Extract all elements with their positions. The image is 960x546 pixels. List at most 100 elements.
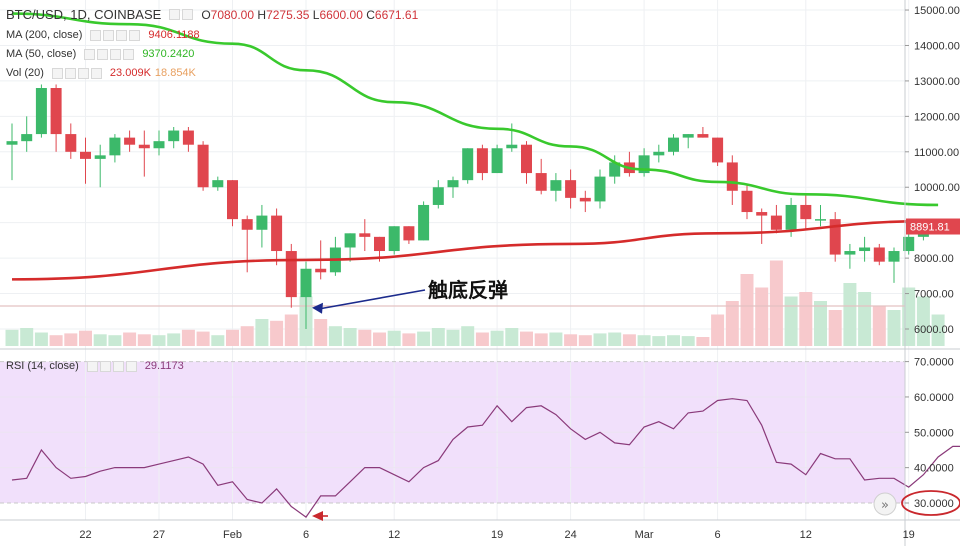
settings-icon[interactable]: [103, 29, 115, 41]
volume-bar: [20, 328, 34, 346]
settings-icon[interactable]: [99, 360, 111, 372]
time-tick-label: 22: [79, 529, 91, 541]
candle-body: [579, 197, 591, 202]
volume-bar: [314, 319, 328, 346]
vol-buttons[interactable]: [51, 67, 102, 79]
volume-bar: [387, 330, 401, 346]
volume-bar: [196, 331, 210, 346]
ma50-label: MA (50, close): [6, 48, 77, 60]
volume-bar: [696, 337, 710, 346]
ma200-line: [11, 219, 939, 281]
candle-body: [815, 219, 826, 221]
volume-bar: [520, 331, 533, 346]
candle-body: [829, 219, 841, 255]
add-icon[interactable]: [110, 48, 122, 60]
volume-bar: [637, 335, 651, 346]
volume-bar: [872, 305, 886, 346]
candle-body: [594, 176, 606, 202]
rsi-tick-label: 30.0000: [914, 498, 954, 510]
rsi-buttons[interactable]: [86, 360, 137, 372]
candle-body: [182, 130, 194, 145]
time-tick-label: 12: [388, 529, 400, 541]
settings-icon[interactable]: [182, 9, 194, 20]
volume-bar: [446, 329, 460, 346]
volume-bar: [284, 314, 298, 346]
close-icon[interactable]: [129, 29, 141, 41]
candle-body: [168, 130, 180, 142]
eye-icon[interactable]: [51, 67, 63, 79]
candle-body: [565, 180, 577, 198]
ma200-legend: MA (200, close) 9406.1188: [6, 29, 200, 41]
volume-bar: [490, 330, 504, 346]
vol-label: Vol (20): [6, 67, 44, 79]
volume-bar: [564, 334, 578, 346]
eye-icon[interactable]: [84, 48, 96, 60]
volume-bar: [152, 335, 166, 346]
candle-body: [859, 247, 871, 252]
volume-bar: [417, 331, 431, 346]
price-tick-label: 12000.00: [914, 111, 960, 123]
settings-icon[interactable]: [64, 67, 76, 79]
rsi-tick-label: 50.0000: [914, 427, 954, 439]
rsi-label: RSI (14, close): [6, 360, 79, 372]
candle-body: [418, 204, 430, 241]
volume-bar: [843, 283, 857, 346]
eye-icon[interactable]: [86, 360, 98, 372]
candle-body: [35, 88, 47, 135]
scroll-to-latest-button: [873, 492, 897, 516]
symbol-buttons[interactable]: [169, 9, 194, 20]
last-price-text: 8891.81: [910, 222, 950, 234]
volume-bar: [858, 292, 872, 346]
candle-body: [491, 148, 503, 174]
eye-icon[interactable]: [169, 9, 181, 20]
ma200-buttons[interactable]: [90, 29, 141, 41]
settings-icon[interactable]: [97, 48, 109, 60]
volume-bar: [64, 333, 78, 346]
volume-bar: [725, 301, 739, 346]
price-tick-label: 14000.00: [914, 40, 960, 52]
eye-icon[interactable]: [90, 29, 102, 41]
time-tick-label: 24: [564, 529, 576, 541]
volume-bar: [740, 274, 754, 346]
volume-bar: [240, 326, 254, 346]
candle-body: [388, 226, 400, 252]
close-icon[interactable]: [125, 360, 137, 372]
time-tick-label: 6: [303, 529, 309, 541]
candle-body: [124, 137, 136, 145]
volume-bar: [123, 332, 137, 346]
volume-bar: [667, 335, 680, 346]
time-tick-label: 19: [903, 529, 915, 541]
ma200-label: MA (200, close): [6, 29, 83, 41]
ma50-buttons[interactable]: [84, 48, 135, 60]
add-icon[interactable]: [112, 360, 124, 372]
add-icon[interactable]: [116, 29, 128, 41]
close-icon[interactable]: [90, 67, 102, 79]
candle-body: [785, 204, 797, 230]
candle-body: [65, 134, 77, 152]
close-icon[interactable]: [123, 48, 135, 60]
candle-body: [697, 134, 709, 138]
volume-bar: [402, 333, 416, 346]
volume-bar: [578, 335, 592, 346]
candle-body: [138, 144, 150, 149]
volume-bar: [608, 332, 622, 346]
candle-body: [212, 180, 224, 188]
chevron-right-icon: »: [881, 498, 889, 513]
add-icon[interactable]: [77, 67, 89, 79]
candle-body: [506, 144, 518, 149]
price-tick-label: 13000.00: [914, 76, 960, 88]
candle-body: [109, 137, 121, 156]
volume-bar: [358, 329, 372, 346]
candle-body: [359, 233, 371, 237]
candle-body: [403, 226, 415, 241]
volume-bar: [622, 334, 636, 346]
candle-body: [638, 155, 650, 174]
volume-bar: [34, 332, 48, 346]
candle-body: [609, 162, 621, 177]
candle-body: [756, 212, 768, 216]
ma50-line: [11, 12, 939, 207]
rsi-30-highlight: [901, 490, 960, 516]
candle-body: [94, 155, 106, 159]
